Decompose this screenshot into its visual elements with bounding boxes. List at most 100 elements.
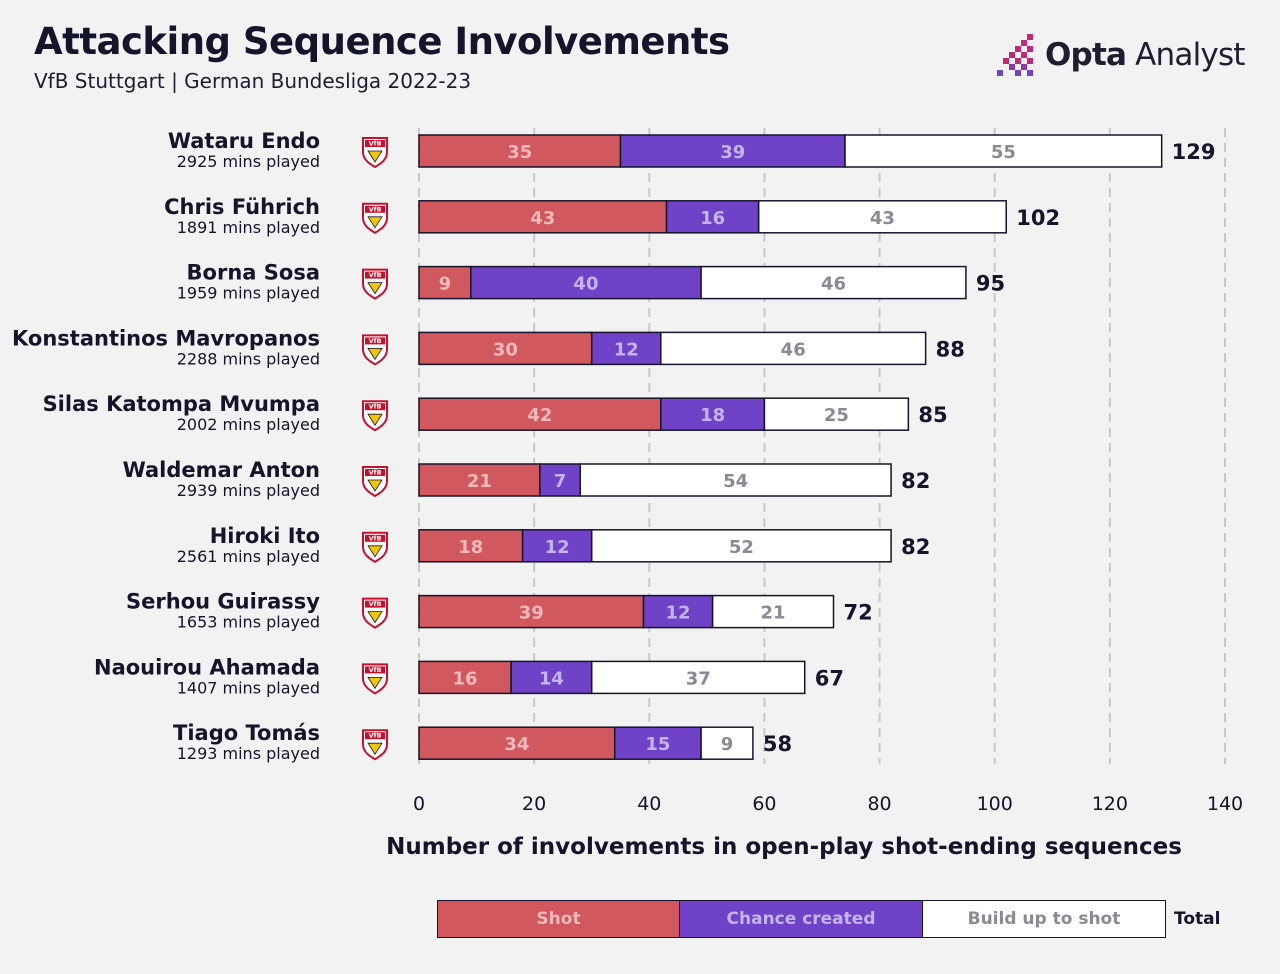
team-crest-icon: VfB [362, 466, 388, 498]
chance-created-value-label: 12 [545, 537, 570, 558]
total-value-label: 102 [1016, 206, 1060, 230]
shot-segment [418, 660, 512, 695]
crest-text: VfB [369, 732, 382, 740]
shot-segment [418, 529, 524, 563]
crest-antlers [367, 742, 383, 755]
x-axis-label: Number of involvements in open-play shot… [386, 834, 1182, 860]
chance-created-segment [665, 200, 760, 234]
crest-band [365, 140, 385, 147]
build-up-segment [579, 463, 892, 497]
total-value-label: 58 [763, 732, 792, 756]
team-crest-icon: VfB [362, 663, 388, 695]
build-up-segment [590, 660, 806, 695]
build-up-value-label: 52 [729, 537, 754, 558]
shot-segment [418, 134, 622, 168]
crest-antlers [367, 282, 383, 295]
team-crest-icon: VfB [362, 137, 388, 169]
team-crest-icon: VfB [362, 334, 388, 366]
crest-band [365, 271, 385, 279]
player-name: Serhou Guirassy [126, 590, 320, 614]
x-tick-label: 120 [1092, 793, 1128, 815]
chance-created-value-label: 16 [700, 208, 725, 229]
shot-value-label: 43 [530, 208, 555, 229]
build-up-value-label: 9 [721, 734, 734, 755]
build-up-segment [700, 265, 967, 300]
brand-name: Opta Analyst [1045, 37, 1245, 73]
build-up-value-label: 25 [824, 405, 849, 426]
minutes-played: 1891 mins played [177, 218, 320, 237]
chance-created-value-label: 12 [614, 339, 639, 360]
x-tick-label: 80 [867, 793, 891, 815]
crest-text: VfB [369, 469, 382, 477]
chance-created-value-label: 14 [539, 668, 564, 689]
crest-band [365, 600, 385, 608]
build-up-segment [757, 200, 1007, 234]
x-tick-label: 20 [522, 793, 546, 815]
crest-text: VfB [369, 140, 382, 148]
shot-segment [418, 200, 668, 234]
shot-value-label: 16 [453, 668, 478, 689]
shot-value-label: 9 [439, 274, 452, 295]
total-value-label: 95 [976, 272, 1005, 296]
build-up-segment [660, 331, 927, 366]
team-crest-icon: VfB [362, 597, 388, 629]
chance-created-segment [642, 594, 714, 629]
crest-antlers [367, 216, 383, 229]
total-value-label: 82 [901, 469, 930, 493]
crest-antlers [367, 545, 383, 558]
player-name: Silas Katompa Mvumpa [43, 392, 320, 416]
crest-antlers [367, 611, 383, 624]
crest-text: VfB [369, 205, 382, 213]
shot-segment [418, 594, 645, 629]
legend-total: Total [1174, 909, 1221, 929]
total-value-label: 67 [815, 666, 844, 690]
chance-created-value-label: 39 [720, 142, 745, 163]
crest-antlers [367, 347, 383, 361]
crest-text: VfB [369, 600, 382, 608]
team-crest-icon: VfB [362, 729, 388, 761]
build-up-value-label: 55 [991, 142, 1016, 163]
crest-band [365, 205, 385, 213]
chance-created-segment [470, 265, 702, 300]
chance-created-segment [539, 463, 581, 497]
crest-band [365, 469, 385, 476]
shot-value-label: 34 [504, 734, 529, 755]
build-up-segment [844, 134, 1163, 168]
player-name: Naouirou Ahamada [94, 655, 320, 679]
team-crest-icon: VfB [362, 531, 388, 563]
build-up-segment [590, 529, 892, 563]
build-up-value-label: 46 [781, 339, 806, 360]
crest-antlers [367, 150, 383, 163]
minutes-played: 2288 mins played [177, 349, 320, 368]
total-value-label: 129 [1172, 140, 1216, 164]
x-axis: 0 20 40 60 80 100 120 140 [413, 793, 1243, 815]
build-up-value-label: 54 [723, 471, 748, 492]
legend: Shot Chance created Build up to shot Tot… [437, 900, 1220, 938]
crest-text: VfB [369, 337, 382, 345]
crest-antlers [367, 413, 383, 426]
total-value-label: 88 [936, 337, 965, 361]
chance-created-segment [619, 134, 846, 168]
legend-shot: Shot [437, 900, 680, 938]
minutes-played: 1293 mins played [177, 744, 320, 763]
player-name: Wataru Endo [168, 129, 320, 153]
build-up-value-label: 21 [761, 603, 786, 624]
x-tick-label: 40 [637, 793, 661, 815]
chance-created-value-label: 40 [573, 274, 598, 295]
team-crest-icon: VfB [362, 202, 388, 234]
build-up-value-label: 46 [821, 274, 846, 295]
shot-value-label: 39 [519, 603, 544, 624]
x-tick-label: 100 [977, 793, 1013, 815]
chart-subtitle: VfB Stuttgart | German Bundesliga 2022-2… [34, 69, 472, 93]
minutes-played: 1653 mins played [177, 613, 320, 632]
chance-created-value-label: 12 [666, 603, 691, 624]
chance-created-value-label: 18 [700, 405, 725, 426]
shot-value-label: 21 [467, 471, 492, 492]
player-name: Waldemar Anton [123, 458, 320, 482]
crest-text: VfB [369, 666, 382, 674]
team-crest-icon: VfB [362, 400, 388, 432]
